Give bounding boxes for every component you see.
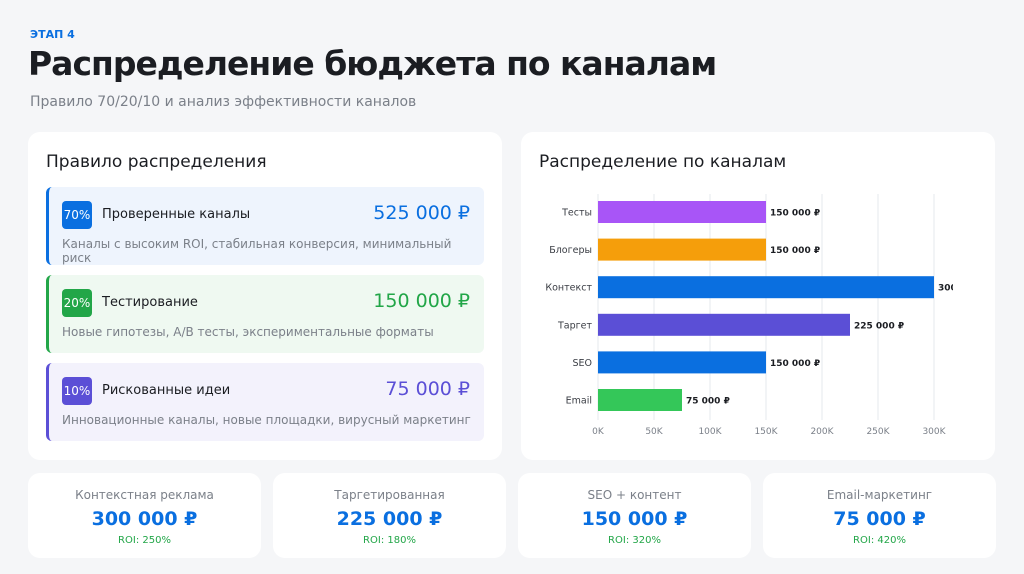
y-tick-label: Таргет xyxy=(557,320,592,331)
bar xyxy=(598,351,766,374)
summary-card: Email-маркетинг 75 000 ₽ ROI: 420% xyxy=(763,473,996,558)
roi: ROI: 250% xyxy=(118,535,171,546)
x-tick-label: 300K xyxy=(922,427,946,437)
summary-card: Контекстная реклама 300 000 ₽ ROI: 250% xyxy=(28,473,261,558)
rule-item: 20% Тестирование 150 000 ₽ Новые гипотез… xyxy=(46,275,484,353)
title: Распределение бюджета по каналам xyxy=(28,44,717,83)
description: Каналы с высоким ROI, стабильная конверс… xyxy=(62,237,452,265)
badge: 70% xyxy=(62,201,92,229)
value-label: 300 000 ₽ xyxy=(938,284,988,294)
stage: ЭТАП 4 xyxy=(30,28,75,41)
amount: 150 000 ₽ xyxy=(581,508,688,530)
summary-card: SEO + контент 150 000 ₽ ROI: 320% xyxy=(518,473,751,558)
label: Контекстная реклама xyxy=(75,488,214,502)
description: Новые гипотезы, A/B тесты, экспериментал… xyxy=(62,325,434,339)
bar xyxy=(598,276,934,299)
panel-title: Правило распределения xyxy=(46,152,267,172)
summary-card: Таргетированная 225 000 ₽ ROI: 180% xyxy=(273,473,506,558)
x-tick-label: 250K xyxy=(866,427,890,437)
label: Таргетированная xyxy=(334,488,445,502)
y-tick-label: Тесты xyxy=(561,208,592,219)
chart-panel: Распределение по каналам 0K 50K 100K 150K 20… xyxy=(521,132,995,460)
amount: 75 000 ₽ xyxy=(385,378,470,400)
bar xyxy=(598,238,766,261)
rule-item: 10% Рискованные идеи 75 000 ₽ Инновацион… xyxy=(46,363,484,441)
value-label: 75 000 ₽ xyxy=(686,397,730,407)
amount: 150 000 ₽ xyxy=(373,290,470,312)
label: SEO + контент xyxy=(587,488,682,502)
name: Рискованные идеи xyxy=(102,383,231,398)
x-tick-label: 50K xyxy=(645,427,663,437)
x-tick-label: 200K xyxy=(810,427,834,437)
badge: 10% xyxy=(62,377,92,405)
badge: 20% xyxy=(62,289,92,317)
bar xyxy=(598,389,682,411)
roi: ROI: 180% xyxy=(363,535,416,546)
x-tick-label: 0K xyxy=(592,427,605,437)
description: Инновационные каналы, новые площадки, ви… xyxy=(62,413,471,427)
value-label: 150 000 ₽ xyxy=(770,359,820,369)
x-tick-label: 150K xyxy=(754,427,778,437)
name: Проверенные каналы xyxy=(102,207,251,222)
subtitle: Правило 70/20/10 и анализ эффективности … xyxy=(30,94,417,110)
amount: 525 000 ₽ xyxy=(373,202,470,224)
value-label: 225 000 ₽ xyxy=(854,321,904,331)
amount: 300 000 ₽ xyxy=(91,508,198,530)
label: Email-маркетинг xyxy=(826,488,933,502)
y-tick-label: SEO xyxy=(572,358,592,369)
value-label: 150 000 ₽ xyxy=(770,209,820,219)
name: Тестирование xyxy=(102,295,198,310)
rule-panel: Правило распределения 70% Проверенные ка… xyxy=(28,132,502,460)
bar xyxy=(598,313,850,336)
value-label: 150 000 ₽ xyxy=(770,246,820,256)
roi: ROI: 420% xyxy=(853,535,906,546)
y-tick-label: Email xyxy=(566,396,592,407)
bar xyxy=(598,201,766,223)
y-tick-label: Блогеры xyxy=(549,245,592,256)
rule-item: 70% Проверенные каналы 525 000 ₽ Каналы … xyxy=(46,187,484,265)
chart-title: Распределение по каналам xyxy=(539,152,787,172)
x-tick-label: 100K xyxy=(698,427,722,437)
roi: ROI: 320% xyxy=(608,535,661,546)
amount: 225 000 ₽ xyxy=(336,508,443,530)
y-tick-label: Контекст xyxy=(545,283,592,294)
amount: 75 000 ₽ xyxy=(833,508,926,530)
chart: 0K 50K 100K 150K 200K 250K 300K Тесты 150 000 ₽ Б… xyxy=(545,194,988,437)
